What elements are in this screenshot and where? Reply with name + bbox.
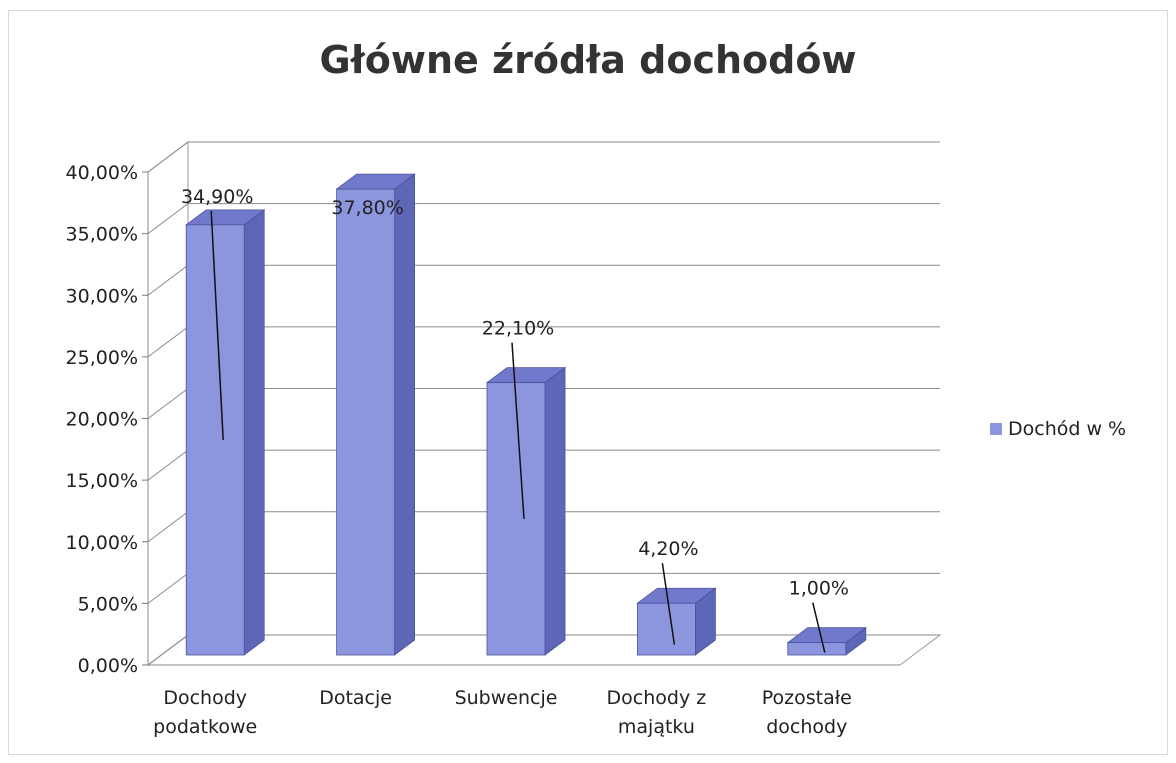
bar-side (544, 366, 566, 656)
y-tick-label: 10,00% (66, 532, 138, 554)
leader-line (812, 602, 826, 653)
data-label: 22,10% (482, 318, 554, 340)
y-tick-label: 40,00% (66, 162, 138, 184)
legend-swatch (990, 423, 1002, 435)
bar-side (243, 209, 265, 656)
bar-side (394, 173, 416, 656)
gridline (147, 264, 940, 296)
x-category-label: dochody (766, 716, 847, 738)
x-category-label: Dotacje (319, 687, 392, 709)
chart-frame (8, 10, 1168, 755)
data-label: 4,20% (638, 538, 698, 560)
data-label: 1,00% (789, 578, 849, 600)
leader-line (511, 342, 525, 519)
leader-line (210, 210, 224, 440)
legend-label: Dochód w % (1008, 418, 1127, 440)
x-category-label: majątku (618, 716, 695, 738)
gridline (147, 203, 940, 235)
y-tick-label: 30,00% (66, 285, 138, 307)
chart-title: Główne źródła dochodów (319, 38, 857, 82)
x-category-label: Subwencje (455, 687, 558, 709)
bar (787, 642, 847, 656)
y-tick-label: 0,00% (78, 655, 138, 677)
bar (486, 382, 546, 656)
y-tick-label: 15,00% (66, 470, 138, 492)
y-tick-label: 5,00% (78, 593, 138, 615)
y-tick-label: 20,00% (66, 409, 138, 431)
x-category-label: podatkowe (153, 716, 257, 738)
x-category-label: Dochody z (607, 687, 707, 709)
x-category-label: Pozostałe (762, 687, 852, 709)
data-label: 37,80% (331, 197, 403, 219)
y-tick-label: 35,00% (66, 224, 138, 246)
legend: Dochód w % (990, 418, 1126, 440)
bar (637, 602, 696, 656)
gridline (147, 141, 940, 173)
bar (336, 188, 396, 656)
data-label: 34,90% (181, 186, 253, 208)
y-tick-label: 25,00% (66, 347, 138, 369)
x-category-label: Dochody (163, 687, 247, 709)
leader-line (661, 563, 676, 645)
